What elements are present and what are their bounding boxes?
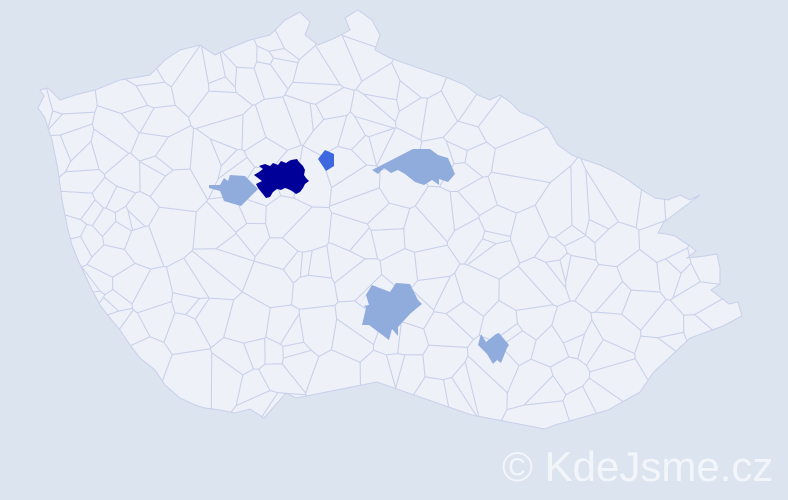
svg-text:© KdeJsme.cz: © KdeJsme.cz (502, 443, 773, 490)
